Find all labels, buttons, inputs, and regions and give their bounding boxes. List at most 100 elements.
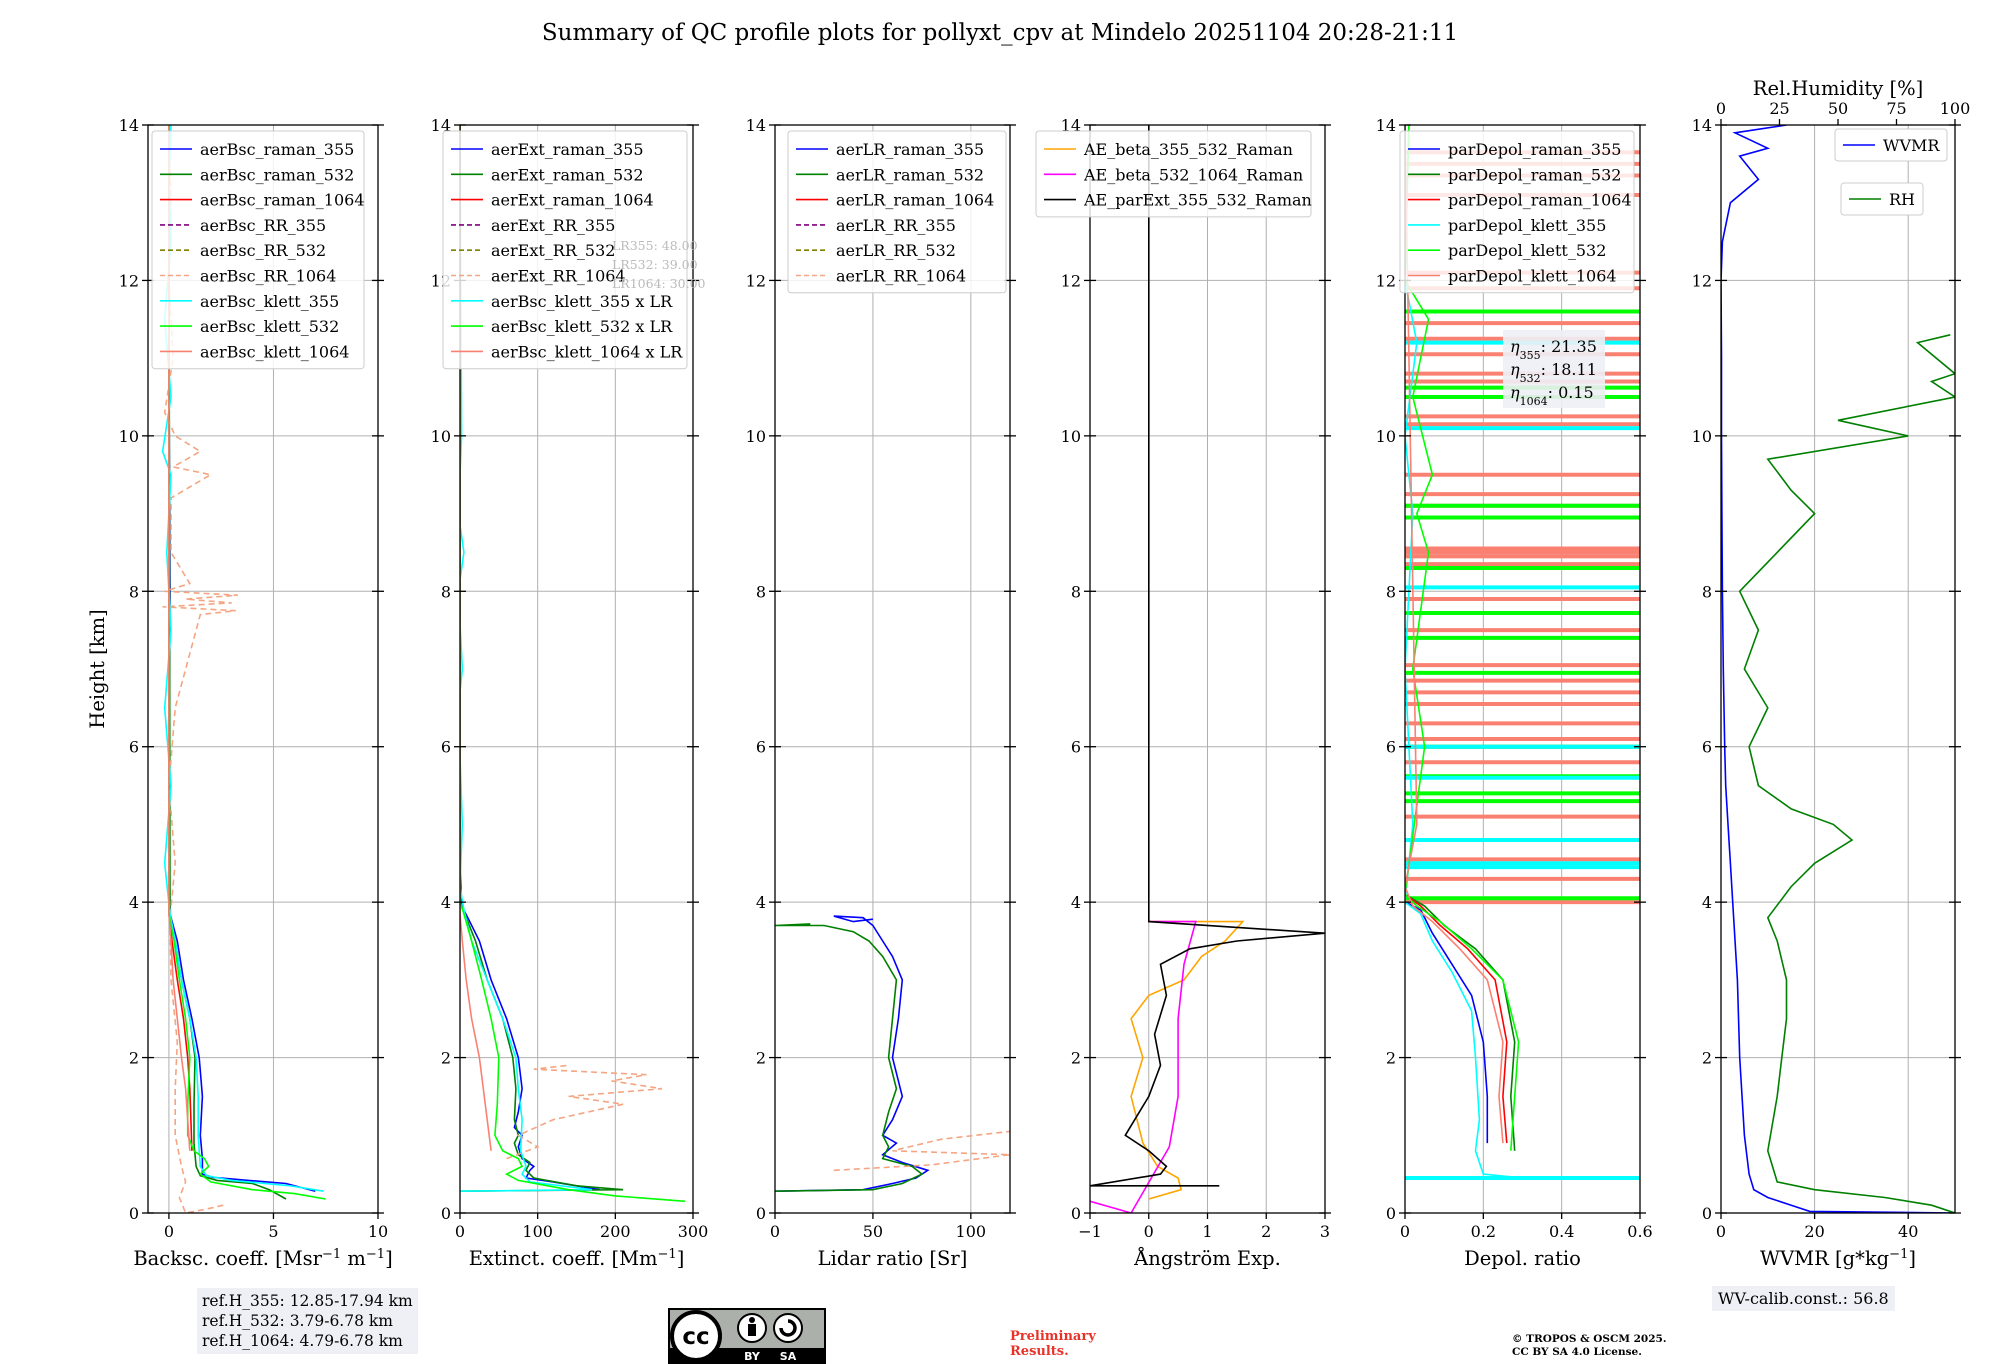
eta-label: η1064: 0.15 [1510,383,1594,408]
legend-label: aerExt_RR_532 [491,241,615,260]
x-tick-label: 1 [1202,1222,1212,1241]
series-WVMR [1721,125,1955,1213]
legend-label: AE_beta_355_532_Raman [1083,140,1293,159]
y-tick-label: 6 [756,738,766,757]
cc-sa-label: SA [780,1350,797,1363]
y-tick-label: 14 [431,116,451,135]
legend-label: aerBsc_klett_1064 [200,342,349,361]
y-tick-label: 2 [1386,1049,1396,1068]
legend-label: aerBsc_raman_355 [200,140,354,159]
y-tick-label: 0 [1071,1204,1081,1223]
series-parDepol_klett_355 [1405,125,1640,1179]
legend-label: parDepol_klett_355 [1448,216,1606,235]
series-parDepol_raman_532 [1405,893,1516,1151]
series-aerLR_raman_532 [775,923,924,1192]
legend-label: aerLR_RR_355 [836,216,956,235]
top-x-axis-label: Rel.Humidity [%] [1753,77,1923,100]
x-axis-label: Extinct. coeff. [Mm−1] [469,1247,685,1271]
panel-1: 0 2 4 6 8 10 12 14 0 5 10 Backsc. coeff. [Msr−1 m−1… [86,116,393,1270]
y-tick-label: 0 [1386,1204,1396,1223]
eta-label: η355: 21.35 [1510,337,1597,362]
legend-label: AE_parExt_355_532_Raman [1083,191,1312,210]
legend-label: aerLR_raman_355 [836,140,984,159]
y-tick-label: 8 [756,582,766,601]
y-tick-label: 0 [441,1204,451,1223]
y-tick-label: 8 [1386,582,1396,601]
y-tick-label: 12 [1061,271,1081,290]
x-tick-label: 0 [1716,1222,1726,1241]
y-tick-label: 6 [441,738,451,757]
series-aerBsc_klett_1064 [168,125,191,1151]
legend-box [1035,130,1312,218]
legend-label: RH [1889,190,1915,209]
y-tick-label: 4 [1386,893,1396,912]
series-group [161,125,326,1213]
x-tick-label: 0.6 [1627,1222,1652,1241]
series-aerLR_RR_1064 [833,1130,1010,1172]
series-AE_beta_355_532_Raman [1130,920,1245,1200]
legend-label: aerBsc_raman_1064 [200,191,365,210]
figure-title: Summary of QC profile plots for pollyxt_… [541,20,1459,46]
series-aerExt_RR_1064 [506,1064,663,1160]
series-RH [1738,334,1955,1213]
top-x-tick-label: 50 [1828,99,1848,118]
copyright-line-1: © TROPOS & OSCM 2025. [1512,1333,1667,1345]
legend-label: parDepol_klett_532 [1448,241,1606,260]
y-tick-label: 10 [431,427,451,446]
series-aerBsc_klett_532 [168,125,326,1200]
y-tick-label: 8 [1702,582,1712,601]
y-axis-label: Height [km] [86,609,109,728]
y-tick-label: 10 [1692,427,1712,446]
x-tick-label: 300 [678,1222,709,1241]
x-tick-label: 0 [455,1222,465,1241]
series-parDepol_klett_532 [1405,125,1520,1151]
y-tick-label: 4 [1071,893,1081,912]
series-group [460,125,686,1203]
x-tick-label: 2 [1261,1222,1271,1241]
y-tick-label: 8 [129,582,139,601]
top-x-tick-label: 100 [1940,99,1971,118]
panel-3: 0 2 4 6 8 10 12 14 0 50 100 Lidar ratio [Sr] aerLR_r… [746,116,1016,1270]
legend-label: aerBsc_RR_532 [200,241,326,260]
legend-label: parDepol_raman_355 [1448,140,1621,159]
y-tick-label: 10 [746,427,766,446]
series-parDepol_raman_355 [1405,901,1489,1144]
legend-label: aerBsc_RR_1064 [200,267,336,286]
y-tick-label: 14 [746,116,766,135]
x-tick-label: 0 [1400,1222,1410,1241]
top-x-tick-label: 75 [1886,99,1906,118]
legend-label: parDepol_raman_532 [1448,165,1621,184]
legend-label: aerExt_raman_355 [491,140,644,159]
y-tick-label: 2 [441,1049,451,1068]
y-tick-label: 2 [1071,1049,1081,1068]
eta-label: η532: 18.11 [1510,360,1597,385]
y-tick-label: 2 [1702,1049,1712,1068]
legend-box [1834,128,1948,162]
series-aerExt_raman_355 [460,125,600,1191]
series-AE_parExt_355_532_Raman [1090,125,1325,1187]
lidar-ratio-label: LR532: 39.00 [612,257,698,272]
series-parDepol_raman_1064 [1405,893,1508,1144]
x-axis-label: Depol. ratio [1464,1247,1581,1270]
y-tick-label: 0 [756,1204,766,1223]
x-axis-label: Lidar ratio [Sr] [818,1247,968,1270]
y-tick-label: 14 [1061,116,1081,135]
ref-height-355: ref.H_355: 12.85-17.94 km [202,1292,413,1310]
x-tick-label: −1 [1078,1222,1102,1241]
series-group [1090,125,1325,1213]
legend-label: aerLR_RR_1064 [836,267,966,286]
x-tick-label: 3 [1320,1222,1330,1241]
legend-label: aerExt_RR_1064 [491,267,626,286]
legend-label: AE_beta_532_1064_Raman [1083,165,1303,184]
legend-box [151,130,365,370]
axes-frame [1720,124,1956,1214]
eta-bg [1503,330,1605,408]
x-tick-label: 100 [956,1222,987,1241]
ref-height-532: ref.H_532: 3.79-6.78 km [202,1312,393,1330]
x-tick-label: 5 [268,1222,278,1241]
lidar-ratio-label: LR1064: 30.00 [612,276,706,291]
legend-label: WVMR [1883,136,1940,155]
